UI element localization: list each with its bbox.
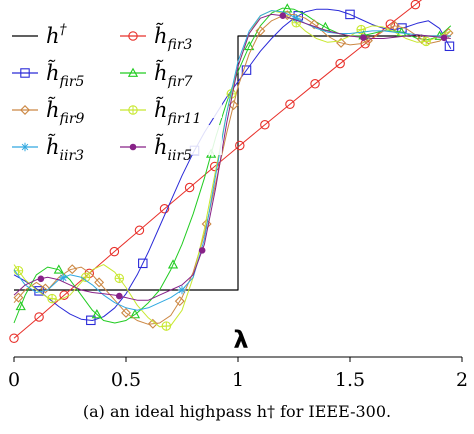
series-fir9	[13, 10, 454, 329]
series-layer	[9, 0, 455, 344]
legend-item: h̃iir5	[118, 125, 222, 164]
legend-marker	[127, 67, 139, 77]
data-point	[59, 290, 69, 300]
data-point	[279, 12, 287, 19]
data-point	[121, 307, 131, 318]
series-line	[13, 0, 423, 339]
x-tick-label: 0	[8, 369, 20, 391]
data-point	[134, 225, 145, 236]
data-point	[9, 333, 19, 344]
data-point	[255, 25, 266, 36]
data-point	[15, 300, 26, 311]
data-point	[159, 204, 170, 214]
data-point	[129, 309, 141, 319]
series-line	[13, 13, 451, 301]
legend-marker	[128, 105, 138, 115]
legend-item: h̃iir3	[10, 125, 114, 164]
data-point	[440, 34, 448, 42]
x-tick-label: 1.5	[335, 369, 365, 391]
data-point	[34, 312, 44, 322]
data-point	[161, 321, 172, 331]
data-point	[389, 20, 400, 31]
data-point	[244, 40, 255, 51]
data-point	[115, 292, 123, 300]
series-line	[14, 35, 451, 291]
legend-item: h̃fir3	[118, 14, 222, 53]
data-point	[47, 293, 57, 304]
x-tick-label: 2	[456, 369, 468, 391]
data-point	[421, 36, 431, 47]
legend-marker	[20, 68, 30, 78]
data-point	[67, 264, 78, 275]
data-point	[282, 3, 293, 13]
data-point	[309, 19, 320, 30]
data-point	[285, 99, 295, 110]
legend-item: h†	[10, 14, 114, 48]
data-point	[174, 296, 185, 307]
legend-marker	[20, 142, 30, 152]
data-point	[292, 14, 301, 23]
figure-caption: (a) an ideal highpass h† for IEEE-300.	[83, 402, 391, 421]
data-point	[444, 41, 455, 52]
data-point	[53, 264, 64, 274]
data-point	[184, 182, 195, 193]
data-point	[86, 315, 96, 326]
legend-marker	[129, 143, 137, 151]
data-point	[177, 285, 187, 295]
series-line	[13, 13, 452, 325]
data-point	[37, 275, 45, 283]
data-point	[198, 247, 206, 254]
data-point	[114, 273, 125, 284]
data-point	[335, 58, 345, 69]
data-point	[147, 318, 158, 329]
data-point	[241, 65, 252, 75]
x-axis-label: λ	[233, 326, 248, 354]
x-tick-labels: 0 0.5 1 1.5 2	[8, 357, 468, 391]
legend-item: h̃fir5	[10, 51, 114, 90]
data-point	[345, 9, 355, 20]
series-line	[13, 10, 451, 311]
data-point	[167, 259, 179, 269]
data-point	[410, 0, 421, 10]
series-iir5	[13, 12, 451, 301]
data-point	[138, 258, 148, 269]
legend-item: h̃fir9	[10, 88, 114, 127]
legend-item: h̃fir11	[118, 88, 222, 127]
data-point	[260, 120, 270, 130]
data-point	[13, 292, 24, 303]
data-point	[310, 79, 320, 89]
legend-marker	[20, 105, 30, 115]
data-point	[360, 34, 367, 41]
data-point	[13, 265, 24, 276]
data-point	[109, 246, 120, 257]
series-iir3	[13, 10, 451, 311]
data-point	[59, 273, 68, 283]
series-ideal	[14, 35, 451, 291]
legend-marker	[128, 31, 138, 41]
data-point	[235, 140, 245, 151]
data-point	[443, 27, 454, 38]
data-point	[94, 277, 105, 288]
legend-label: h†	[46, 22, 68, 48]
data-point	[40, 283, 51, 294]
x-tick-label: 0.5	[111, 369, 141, 391]
data-point	[91, 309, 103, 319]
x-tick-label: 1	[232, 369, 244, 391]
legend-item: h̃fir7	[118, 51, 222, 90]
